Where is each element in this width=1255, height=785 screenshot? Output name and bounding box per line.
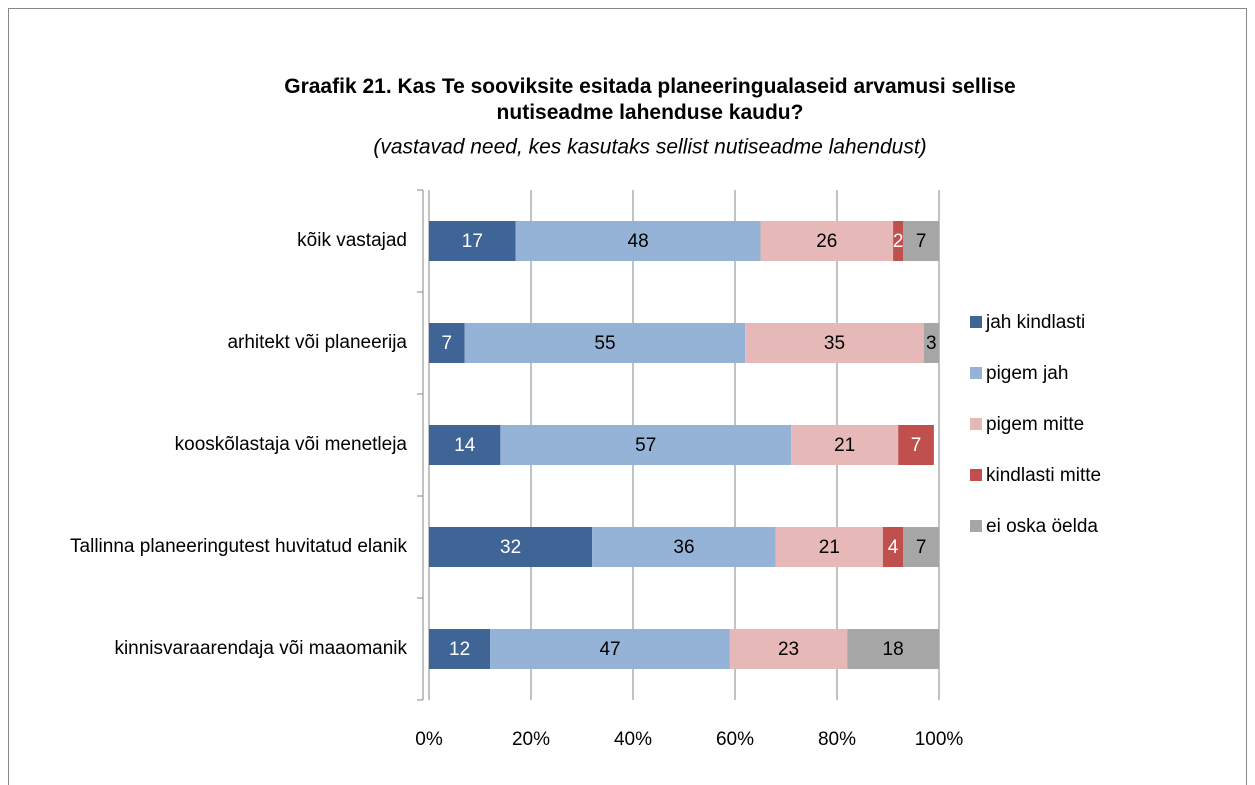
bar-segment	[775, 527, 883, 567]
y-tick-label: kinnisvaraarendaja või maaomanik	[114, 638, 407, 659]
legend-swatch	[970, 418, 982, 430]
data-label: 48	[628, 231, 649, 252]
bar-segment	[429, 629, 491, 669]
legend-swatch	[970, 316, 982, 328]
x-tick-label: 60%	[716, 729, 754, 750]
y-tick-label: kooskõlastaja või menetleja	[174, 434, 407, 455]
bar-segment	[847, 629, 939, 669]
data-label: 14	[454, 435, 476, 456]
data-label: 47	[599, 639, 620, 660]
legend-swatch	[970, 367, 982, 379]
data-label: 23	[778, 639, 799, 660]
y-tick-label: arhitekt või planeerija	[227, 332, 407, 353]
legend-label: jah kindlasti	[985, 312, 1085, 333]
y-tick-label: kõik vastajad	[297, 230, 407, 251]
data-label: 3	[926, 333, 937, 354]
data-label: 26	[816, 231, 837, 252]
data-label: 4	[888, 537, 899, 558]
x-tick-label: 80%	[818, 729, 856, 750]
chart-border	[8, 8, 1247, 785]
legend-swatch	[970, 520, 982, 532]
bar-segment	[429, 221, 516, 261]
bar-segment	[903, 221, 939, 261]
data-label: 21	[819, 537, 840, 558]
bar-segment	[729, 629, 848, 669]
legend-label: kindlasti mitte	[986, 465, 1101, 486]
data-label: 18	[883, 639, 904, 660]
data-label: 57	[635, 435, 656, 456]
bar-segment	[429, 527, 593, 567]
legend-label: pigem jah	[986, 363, 1068, 384]
data-label: 21	[834, 435, 855, 456]
data-label: 7	[916, 231, 927, 252]
data-label: 35	[824, 333, 845, 354]
bar-segment	[592, 527, 776, 567]
data-label: 7	[911, 435, 922, 456]
bar-segment	[923, 323, 939, 363]
bar-segment	[760, 221, 894, 261]
bar-segment	[893, 221, 904, 261]
bar-segment	[464, 323, 746, 363]
data-label: 36	[673, 537, 694, 558]
legend-label: ei oska öelda	[986, 516, 1098, 537]
bar-segment	[515, 221, 761, 261]
x-tick-label: 20%	[512, 729, 550, 750]
data-label: 7	[442, 333, 453, 354]
bar-segment	[903, 527, 939, 567]
legend-label: pigem mitte	[986, 414, 1084, 435]
chart-subtitle: (vastavad need, kes kasutaks sellist nut…	[373, 136, 926, 159]
bar-segment	[898, 425, 934, 465]
data-label: 17	[462, 231, 483, 252]
bar-segment	[791, 425, 899, 465]
bar-segment	[500, 425, 792, 465]
bar-segment	[882, 527, 904, 567]
x-tick-label: 0%	[415, 729, 443, 750]
x-tick-label: 100%	[915, 729, 964, 750]
bar-segment	[429, 425, 501, 465]
chart-title: Graafik 21. Kas Te sooviksite esitada pl…	[284, 75, 1015, 124]
x-tick-label: 40%	[614, 729, 652, 750]
bar-segment	[429, 323, 465, 363]
data-label: 32	[500, 537, 521, 558]
y-tick-label: Tallinna planeeringutest huvitatud elani…	[70, 536, 407, 557]
data-label: 7	[916, 537, 927, 558]
data-label: 2	[893, 231, 904, 252]
bar-segment	[490, 629, 730, 669]
data-label: 12	[449, 639, 470, 660]
bar-segment	[745, 323, 924, 363]
data-label: 55	[594, 333, 615, 354]
legend-swatch	[970, 469, 982, 481]
